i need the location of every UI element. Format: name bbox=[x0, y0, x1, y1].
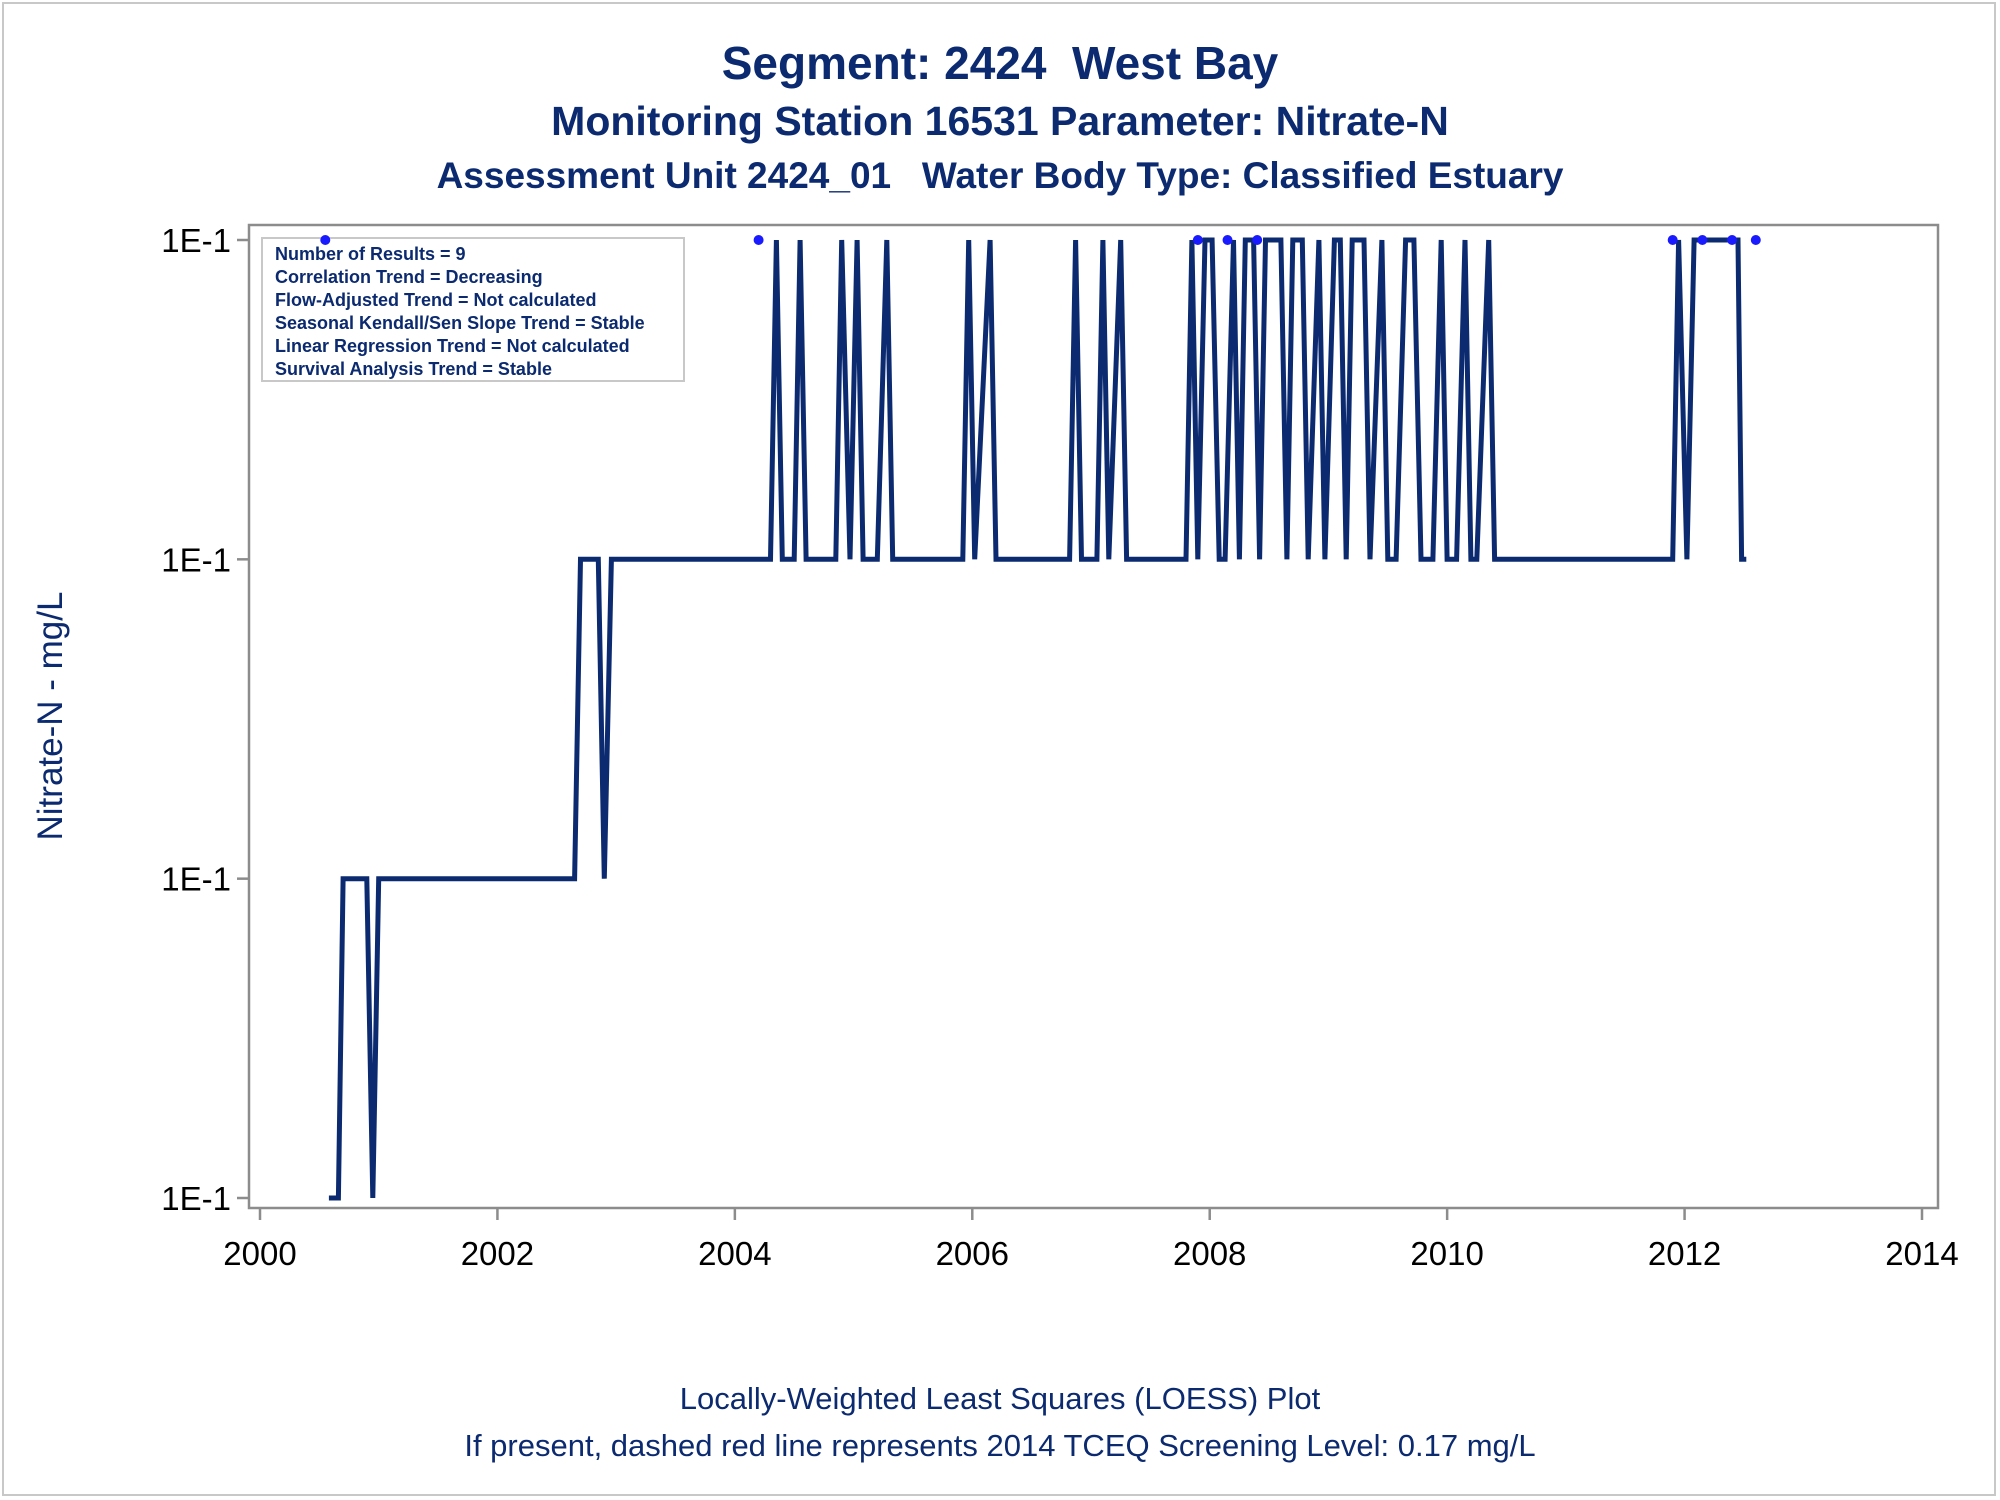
data-point bbox=[320, 235, 331, 245]
chart-title: Segment: 2424 West Bay bbox=[721, 37, 1279, 89]
y-axis: 1E-1 1E-1 1E-1 1E-1 bbox=[161, 222, 249, 1217]
x-tick-label: 2004 bbox=[698, 1235, 771, 1272]
legend-box: Number of Results = 9 Correlation Trend =… bbox=[261, 237, 685, 382]
x-tick-label: 2000 bbox=[223, 1235, 296, 1272]
x-tick-label: 2012 bbox=[1648, 1235, 1721, 1272]
x-tick-label: 2006 bbox=[936, 1235, 1009, 1272]
y-tick-label: 1E-1 bbox=[161, 222, 231, 259]
data-point bbox=[753, 235, 764, 245]
chart-subtitle-assessment: Assessment Unit 2424_01 Water Body Type:… bbox=[436, 155, 1564, 196]
legend-line: Linear Regression Trend = Not calculated bbox=[275, 336, 630, 356]
plot-area bbox=[247, 223, 1940, 1210]
legend-line: Survival Analysis Trend = Stable bbox=[275, 359, 552, 379]
data-point bbox=[1222, 235, 1233, 245]
footnote-loess: Locally-Weighted Least Squares (LOESS) P… bbox=[679, 1381, 1321, 1416]
points-layer bbox=[320, 235, 1761, 245]
x-tick-label: 2014 bbox=[1885, 1235, 1958, 1272]
legend-line: Flow-Adjusted Trend = Not calculated bbox=[275, 290, 597, 310]
series-layer bbox=[328, 237, 1747, 1201]
data-point bbox=[1727, 235, 1738, 245]
data-point bbox=[1697, 235, 1708, 245]
y-tick-label: 1E-1 bbox=[161, 1180, 231, 1217]
legend-line: Number of Results = 9 bbox=[275, 244, 466, 264]
x-tick-label: 2002 bbox=[461, 1235, 534, 1272]
footnote-screening-level: If present, dashed red line represents 2… bbox=[464, 1428, 1536, 1463]
legend-line: Correlation Trend = Decreasing bbox=[275, 267, 543, 287]
legend-line: Seasonal Kendall/Sen Slope Trend = Stabl… bbox=[275, 313, 645, 333]
y-tick-label: 1E-1 bbox=[161, 541, 231, 578]
legend-box-frame bbox=[261, 237, 685, 382]
data-point bbox=[1750, 235, 1761, 245]
x-tick-label: 2010 bbox=[1410, 1235, 1483, 1272]
y-axis-label: Nitrate-N - mg/L bbox=[31, 592, 70, 841]
loess-series-line bbox=[328, 237, 1747, 1201]
x-axis: 2000 2002 2004 2006 2008 2010 2012 2014 bbox=[223, 1208, 1959, 1272]
y-tick-label: 1E-1 bbox=[161, 861, 231, 898]
data-point bbox=[1192, 235, 1203, 245]
data-point bbox=[1252, 235, 1263, 245]
x-tick-label: 2008 bbox=[1173, 1235, 1246, 1272]
chart-subtitle-station: Monitoring Station 16531 Parameter: Nitr… bbox=[551, 98, 1449, 144]
data-point bbox=[1667, 235, 1678, 245]
